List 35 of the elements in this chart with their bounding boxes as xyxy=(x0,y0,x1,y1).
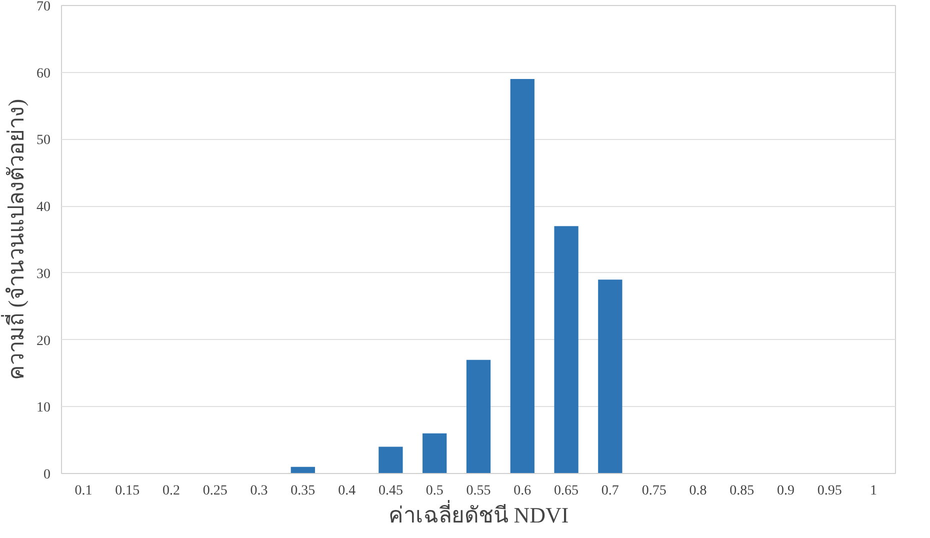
y-tick-label: 30 xyxy=(36,266,50,282)
x-tick-label: 0.65 xyxy=(554,484,579,498)
y-tick-label: 50 xyxy=(36,133,50,148)
bar xyxy=(554,226,578,474)
y-tick-label: 40 xyxy=(36,200,50,216)
x-tick-label: 0.3 xyxy=(250,484,268,498)
x-tick-label: 0.45 xyxy=(378,484,403,498)
x-tick-label: 0.5 xyxy=(426,484,444,498)
x-tick-label: 0.85 xyxy=(730,484,754,498)
x-tick-label: 0.1 xyxy=(74,484,92,498)
x-tick-label: 0.75 xyxy=(642,484,666,498)
bar xyxy=(378,446,403,474)
y-tick-label: 20 xyxy=(36,334,50,349)
x-tick-label: 1 xyxy=(870,484,878,498)
bar xyxy=(466,360,491,474)
x-axis-title: ค่าเฉลี่ยดัชนี NDVI xyxy=(388,500,569,528)
x-tick-label: 0.25 xyxy=(202,484,228,498)
x-tick-label: 0.7 xyxy=(601,484,619,498)
x-tick-label: 0.6 xyxy=(514,484,532,498)
x-tick-label: 0.95 xyxy=(817,484,842,498)
bar xyxy=(422,433,447,474)
bar xyxy=(510,79,534,474)
x-tick-label: 0.55 xyxy=(466,484,491,498)
y-tick-label: 0 xyxy=(44,468,50,482)
y-tick-label: 10 xyxy=(36,400,50,416)
y-axis-title: ความถี่ (จำนวนแปลงตัวอย่าง) xyxy=(0,98,28,380)
x-tick-label: 0.15 xyxy=(115,484,140,498)
y-tick-label: 70 xyxy=(36,0,50,14)
x-tick-label: 0.9 xyxy=(777,484,795,498)
x-tick-label: 0.35 xyxy=(290,484,316,498)
x-tick-label: 0.8 xyxy=(689,484,707,498)
bar xyxy=(598,280,622,474)
x-tick-label: 0.4 xyxy=(338,484,356,498)
y-tick-label: 60 xyxy=(36,66,50,82)
x-tick-label: 0.2 xyxy=(162,484,180,498)
